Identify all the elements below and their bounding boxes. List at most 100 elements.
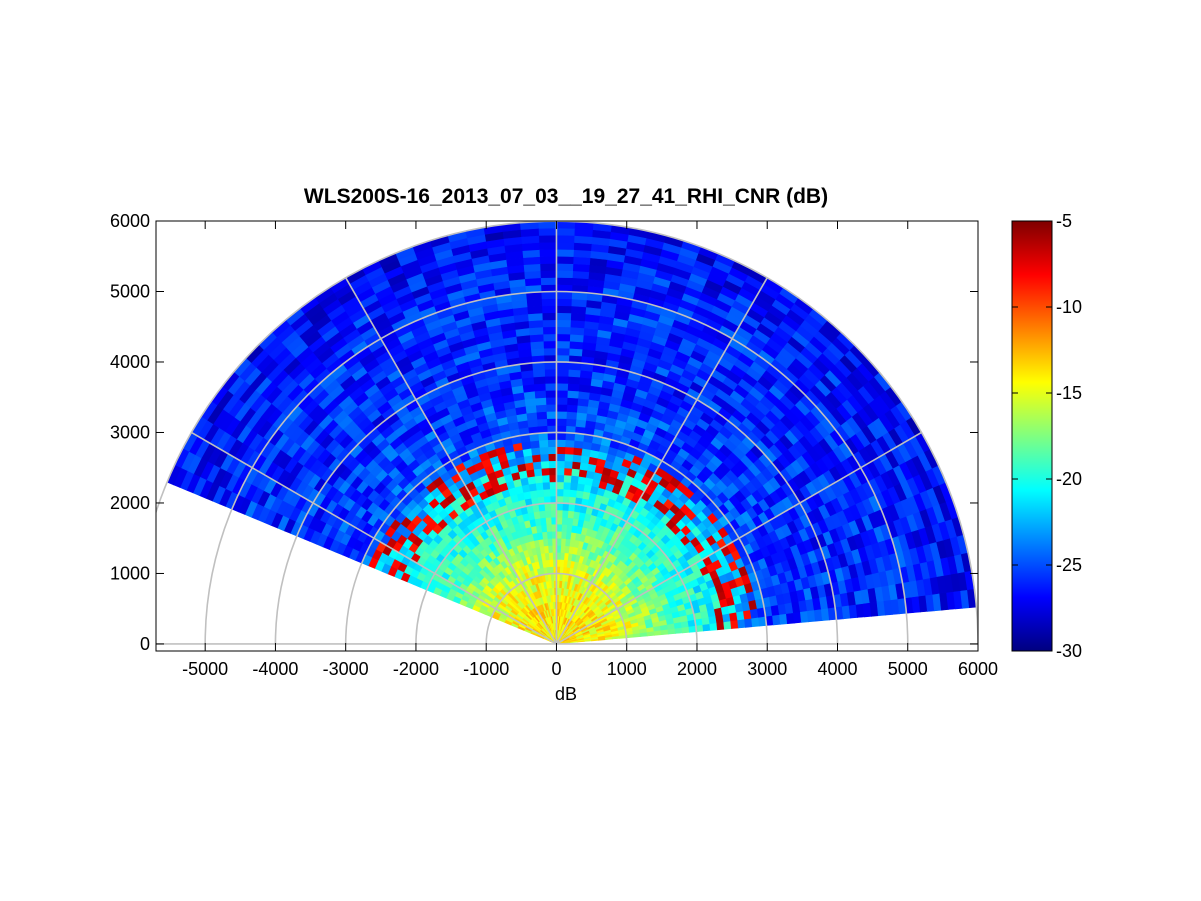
cnr-cell — [716, 621, 725, 631]
chart-title: WLS200S-16_2013_07_03__19_27_41_RHI_CNR … — [304, 185, 828, 208]
cnr-cell — [556, 403, 568, 412]
y-tick-label: 1000 — [110, 563, 150, 583]
cnr-cell — [550, 509, 557, 518]
cnr-cell — [561, 523, 568, 532]
cnr-cell — [542, 481, 551, 490]
cnr-cell — [542, 340, 557, 349]
cnr-cell — [556, 467, 565, 476]
cnr-cell — [565, 418, 577, 427]
cnr-cell — [559, 559, 565, 568]
cnr-cell — [556, 248, 574, 257]
cnr-cell — [564, 439, 575, 448]
cnr-cell — [556, 410, 567, 419]
cnr-cell — [564, 446, 574, 455]
cnr-cell — [529, 333, 544, 343]
cnr-cell — [538, 439, 549, 448]
cnr-cell — [532, 368, 546, 378]
cnr-cell — [556, 418, 567, 426]
cnr-cell — [556, 305, 572, 314]
cnr-cell — [772, 614, 781, 626]
cnr-cell — [544, 509, 552, 518]
cnr-cell — [556, 460, 565, 469]
cnr-cell — [542, 333, 557, 342]
cnr-cell — [535, 482, 544, 491]
cnr-cell — [572, 263, 590, 273]
cnr-cell — [560, 545, 566, 554]
cnr-cell — [541, 305, 557, 314]
cnr-cell — [549, 495, 557, 504]
cnr-cell — [546, 425, 557, 434]
cnr-cell — [556, 425, 567, 434]
cnr-cell — [538, 234, 557, 243]
cnr-cell — [541, 474, 550, 483]
cnr-cell — [556, 396, 568, 405]
cnr-cell — [546, 418, 557, 426]
cnr-cell — [560, 530, 567, 539]
cnr-cell — [572, 446, 583, 456]
colorbar-tick-label: -15 — [1056, 383, 1082, 403]
cnr-cell — [556, 291, 573, 300]
cnr-cell — [723, 620, 732, 630]
cnr-cell — [533, 383, 546, 392]
cnr-cell — [570, 298, 587, 308]
cnr-cell — [568, 340, 584, 350]
cnr-cell — [556, 375, 569, 384]
cnr-cell — [564, 453, 574, 462]
cnr-cell — [539, 255, 557, 265]
cnr-cell — [566, 390, 579, 399]
cnr-cell — [527, 312, 543, 322]
colorbar-tick-label: -5 — [1056, 211, 1072, 231]
cnr-cell — [532, 375, 546, 385]
cnr-cell — [561, 509, 569, 518]
cnr-cell — [556, 326, 571, 335]
cnr-cell — [737, 618, 746, 629]
cnr-cell — [556, 382, 569, 391]
x-tick-label: 0 — [551, 659, 561, 679]
cnr-cell — [573, 439, 584, 449]
cnr-cell — [534, 397, 547, 406]
cnr-cell — [559, 552, 565, 561]
cnr-cell — [562, 481, 571, 490]
x-tick-label: 1000 — [607, 659, 647, 679]
y-tick-label: 6000 — [110, 211, 150, 231]
cnr-cell — [538, 248, 557, 257]
cnr-cell — [567, 375, 581, 385]
cnr-cell — [544, 368, 557, 377]
y-tick-label: 3000 — [110, 422, 150, 442]
cnr-cell — [535, 411, 548, 420]
cnr-cell — [556, 234, 575, 243]
cnr-cell — [565, 411, 578, 420]
cnr-cell — [556, 389, 568, 398]
cnr-cell — [531, 453, 541, 463]
cnr-cell — [556, 446, 566, 455]
cnr-cell — [567, 368, 581, 378]
cnr-cell — [556, 298, 572, 307]
cnr-cell — [541, 298, 557, 307]
x-tick-label: 4000 — [817, 659, 857, 679]
cnr-cell — [556, 340, 570, 349]
cnr-cell — [544, 375, 557, 384]
cnr-cell — [556, 368, 569, 377]
cnr-cell — [548, 460, 557, 469]
cnr-cell — [535, 404, 547, 413]
cnr-cell — [568, 489, 577, 498]
colorbar — [1011, 220, 1053, 652]
x-tick-label: -3000 — [323, 659, 369, 679]
cnr-cell — [533, 468, 543, 477]
cnr-cell — [545, 389, 557, 398]
cnr-cell — [572, 453, 582, 463]
cnr-cell — [545, 523, 552, 532]
cnr-cell — [569, 326, 585, 336]
cnr-cell — [544, 382, 557, 391]
cnr-cell — [538, 227, 557, 236]
cnr-cell — [556, 488, 564, 497]
cnr-cell — [547, 453, 557, 462]
cnr-cell — [566, 517, 574, 526]
cnr-cell — [546, 432, 557, 441]
cnr-cell — [545, 396, 557, 405]
cnr-cell — [556, 516, 563, 525]
y-tick-label: 0 — [140, 634, 150, 654]
cnr-cell — [556, 495, 564, 504]
cnr-cell — [556, 481, 564, 490]
